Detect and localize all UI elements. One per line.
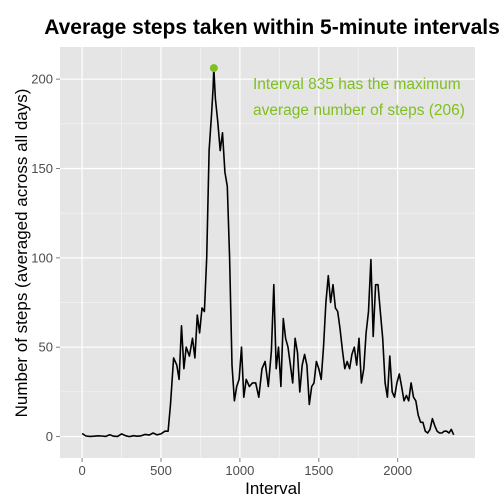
y-axis-title: Number of steps (averaged across all day… xyxy=(12,89,31,418)
x-tick-label: 1500 xyxy=(304,463,333,478)
plot-panel xyxy=(60,47,475,458)
average-steps-line xyxy=(81,67,455,438)
x-tick-label: 0 xyxy=(78,463,85,478)
y-tick-label: 200 xyxy=(31,72,53,87)
x-tick-label: 1000 xyxy=(225,463,254,478)
x-axis-title: Interval xyxy=(245,479,301,498)
x-tick-label: 2000 xyxy=(383,463,412,478)
y-tick-label: 100 xyxy=(31,250,53,265)
minor-gridlines xyxy=(60,47,475,458)
x-tick-label: 500 xyxy=(150,463,172,478)
annotation-line-1: Interval 835 has the maximum xyxy=(253,76,461,93)
annotation-line-2: average number of steps (206) xyxy=(253,102,465,119)
y-tick-label: 0 xyxy=(46,429,53,444)
chart-title: Average steps taken within 5-minute inte… xyxy=(44,16,500,39)
x-axis-ticks: 0 500 1000 1500 2000 xyxy=(78,458,412,478)
major-gridlines xyxy=(60,47,475,458)
max-point-marker xyxy=(209,64,218,73)
y-tick-label: 50 xyxy=(39,340,53,355)
y-axis-ticks: 0 50 100 150 200 xyxy=(31,72,60,444)
y-tick-label: 150 xyxy=(31,161,53,176)
